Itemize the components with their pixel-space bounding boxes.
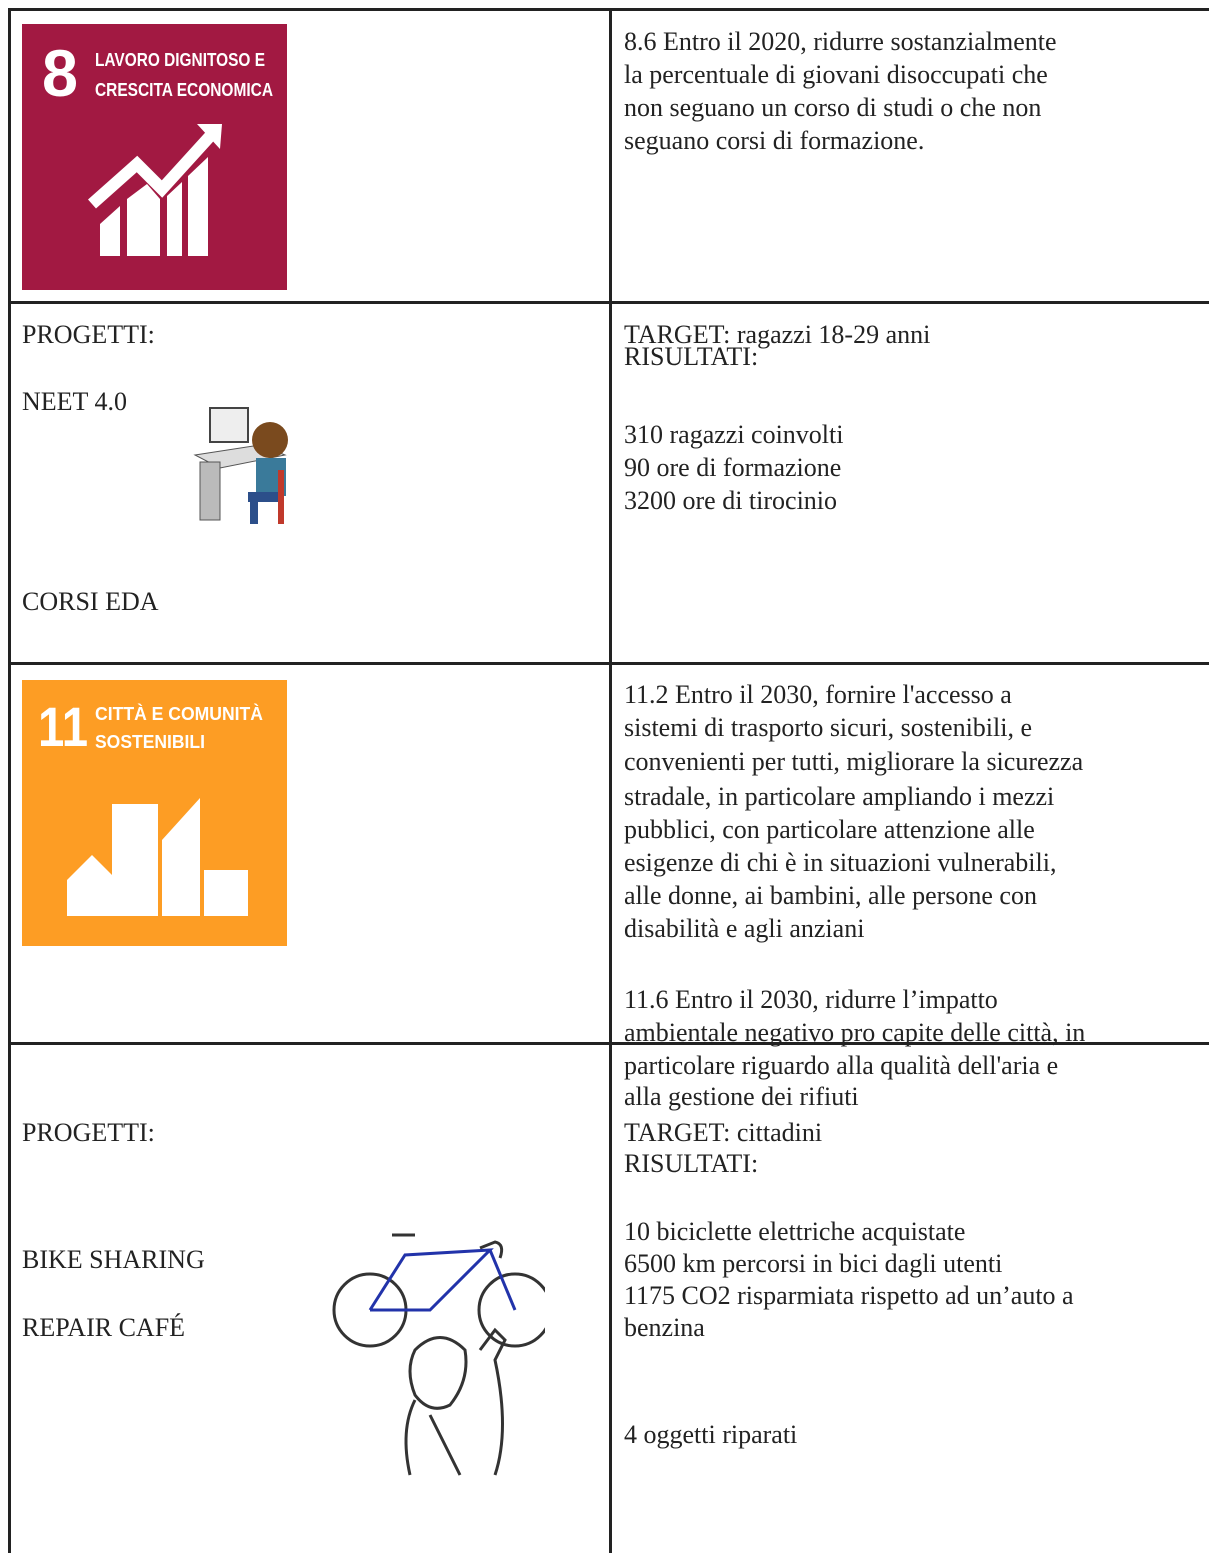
- text-line: 1175 CO2 risparmiata rispetto ad un’auto…: [624, 1281, 1074, 1310]
- icon-number: 11: [38, 695, 88, 758]
- text-line: RISULTATI:: [624, 1149, 759, 1178]
- text-line: convenienti per tutti, migliorare la sic…: [624, 747, 1084, 776]
- text-line: 11.6 Entro il 2030, ridurre l’impatto: [624, 985, 998, 1014]
- icon-label: CRESCITA ECONOMICA: [95, 80, 273, 100]
- border: [8, 662, 1209, 665]
- text-line: 6500 km percorsi in bici dagli utenti: [624, 1249, 1003, 1278]
- icon-label: LAVORO DIGNITOSO E: [95, 50, 265, 70]
- icon-number: 8: [42, 36, 78, 110]
- text-line: 4 oggetti riparati: [624, 1420, 798, 1449]
- text-line: 11.2 Entro il 2030, fornire l'accesso a: [624, 680, 1012, 709]
- text-line: la percentuale di giovani disoccupati ch…: [624, 60, 1048, 89]
- text-line: sistemi di trasporto sicuri, sostenibili…: [624, 713, 1033, 742]
- border: [8, 8, 1209, 11]
- icon-label: SOSTENIBILI: [95, 732, 205, 752]
- text-line: esigenze di chi è in situazioni vulnerab…: [624, 848, 1057, 877]
- text-line: 3200 ore di tirocinio: [624, 486, 838, 515]
- text-line: disabilità e agli anziani: [624, 914, 865, 943]
- text-line: NEET 4.0: [22, 387, 127, 416]
- text-line: CORSI EDA: [22, 587, 159, 616]
- text-line: stradale, in particolare ampliando i mez…: [624, 782, 1055, 811]
- text-line: TARGET: ragazzi 18-29 anni: [624, 320, 931, 349]
- text-line: PROGETTI:: [22, 320, 155, 349]
- text-line: RISULTATI:: [624, 342, 759, 371]
- text-line: TARGET: cittadini: [624, 1118, 823, 1147]
- text-line: pubblici, con particolare attenzione all…: [624, 815, 1035, 844]
- clipart: [332, 1233, 545, 1476]
- text-line: PROGETTI:: [22, 1118, 155, 1147]
- text-line: REPAIR CAFÉ: [22, 1313, 186, 1342]
- text-line: benzina: [624, 1313, 705, 1342]
- sdg-icon: 8 LAVORO DIGNITOSO E CRESCITA ECONOMICA: [22, 24, 287, 290]
- text-line: non seguano un corso di studi o che non: [624, 93, 1042, 122]
- icon-label: CITTÀ E COMUNITÀ: [95, 703, 263, 724]
- clipart: [193, 407, 288, 524]
- text-line: seguano corsi di formazione.: [624, 126, 925, 155]
- text-line: 90 ore di formazione: [624, 453, 842, 482]
- text-line: 8.6 Entro il 2020, ridurre sostanzialmen…: [624, 27, 1057, 56]
- text-line: alle donne, ai bambini, alle persone con: [624, 881, 1037, 910]
- border: [8, 8, 11, 1553]
- sdg-icon: 11 CITTÀ E COMUNITÀ SOSTENIBILI: [22, 680, 287, 946]
- text-line: 10 biciclette elettriche acquistate: [624, 1217, 966, 1246]
- border: [8, 301, 1209, 304]
- text-line: BIKE SHARING: [22, 1245, 205, 1274]
- text-line: particolare riguardo alla qualità dell'a…: [624, 1051, 1059, 1080]
- text-line: alla gestione dei rifiuti: [624, 1082, 859, 1111]
- text-line: ambientale negativo pro capite delle cit…: [624, 1018, 1086, 1047]
- border: [609, 8, 612, 1553]
- text-line: 310 ragazzi coinvolti: [624, 420, 844, 449]
- border: [8, 1042, 1209, 1045]
